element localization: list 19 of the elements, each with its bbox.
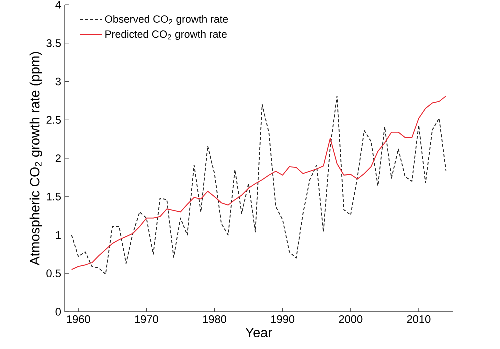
y-tick-label: 0 — [56, 308, 62, 316]
y-tick-label: 3.5 — [46, 40, 62, 48]
x-tick-label: 1970 — [135, 316, 158, 324]
y-tick-label: 4 — [56, 1, 62, 9]
x-tick-label: 1990 — [271, 316, 295, 324]
legend-label: Observed CO$_{2}$ growth rate — [105, 15, 228, 26]
y-axis-title: Atmospheric CO$_{2}$ growth rate (ppm) — [30, 52, 42, 266]
x-tick-label: 1980 — [203, 316, 226, 324]
y-tick-label: 2 — [56, 154, 61, 162]
y-tick-label: 1 — [56, 231, 61, 240]
x-axis-title: Year — [246, 328, 272, 338]
x-tick-label: 2010 — [407, 316, 431, 324]
y-tick-label: 2.5 — [46, 116, 62, 124]
y-tick-label: 3 — [56, 78, 61, 86]
y-tick-label: 1.5 — [47, 193, 62, 201]
x-tick-label: 2000 — [339, 316, 363, 324]
legend-label: Predicted CO$_{2}$ growth rate — [106, 30, 227, 40]
x-tick-label: 1960 — [67, 316, 90, 324]
y-tick-label: 0.5 — [46, 270, 62, 278]
